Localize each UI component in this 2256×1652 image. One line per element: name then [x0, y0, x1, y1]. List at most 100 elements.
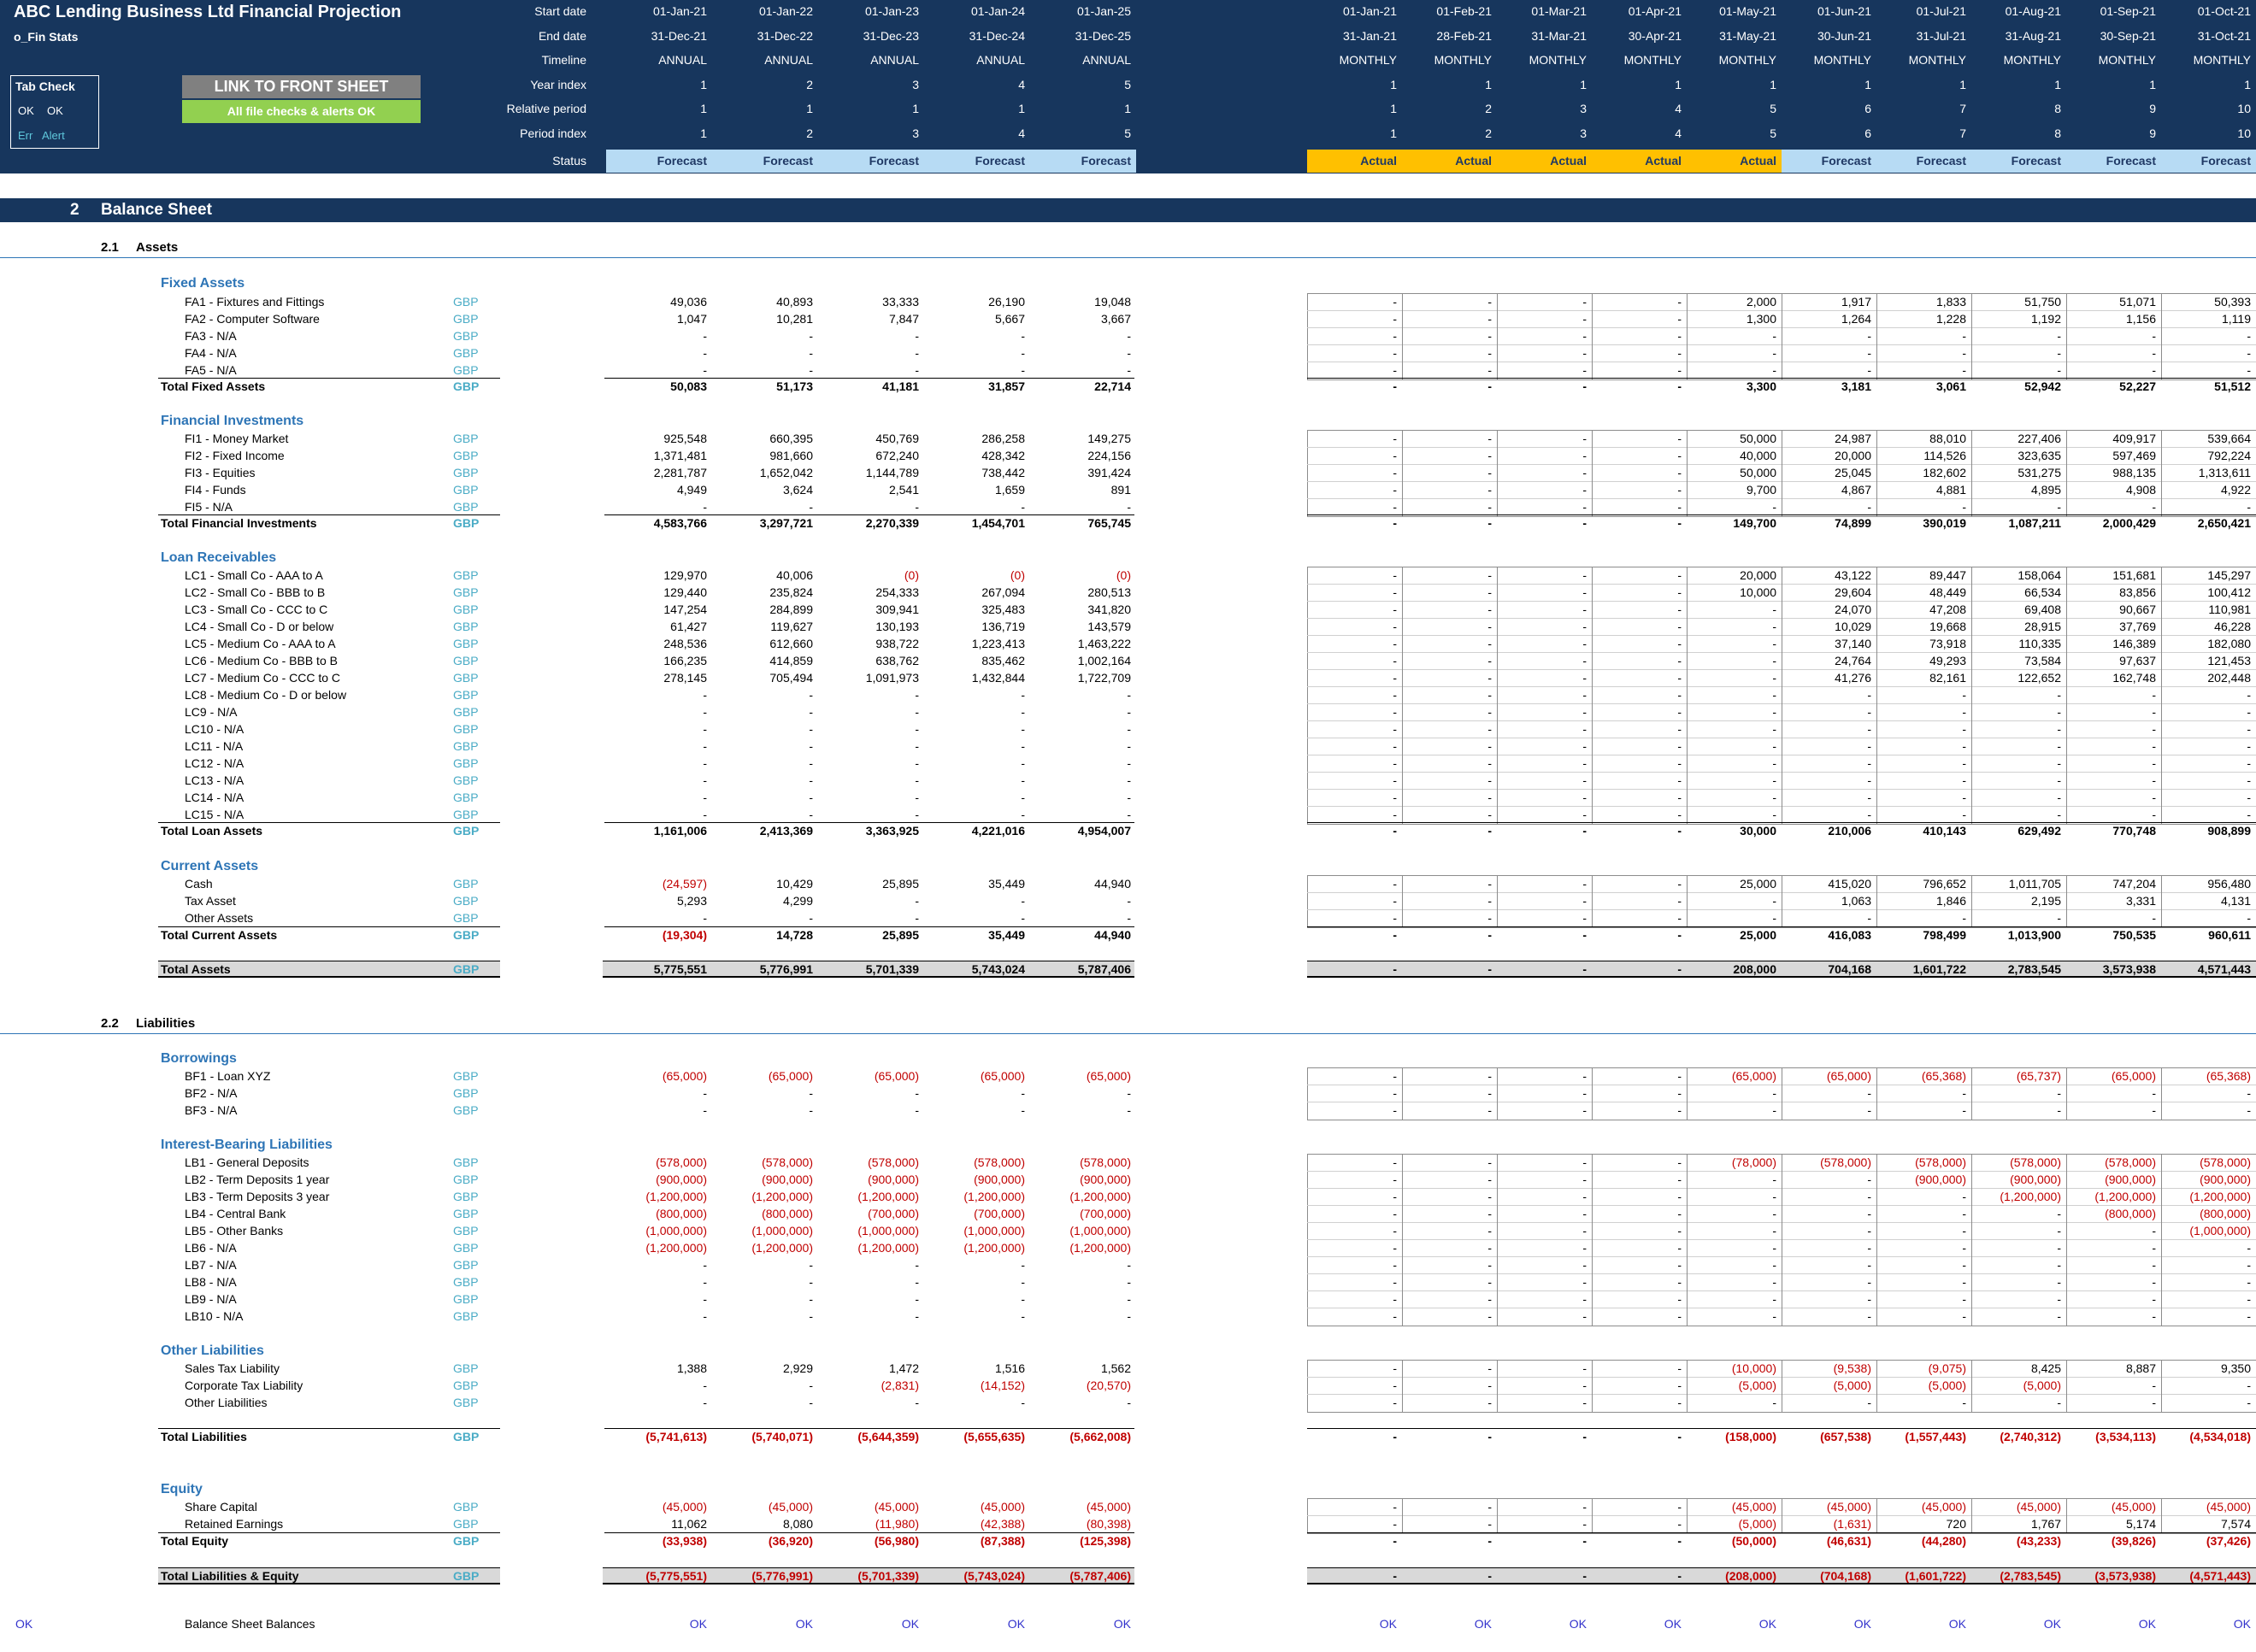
monthly-value: -: [1772, 1103, 1776, 1117]
annual-value: 2,413,369: [759, 824, 813, 838]
annual-value: -: [1021, 1275, 1025, 1289]
annual-value: 2,929: [782, 1361, 813, 1375]
monthly-value: 539,664: [2207, 432, 2251, 445]
monthly-value: -: [1677, 1534, 1682, 1548]
annual-timeline-cell: ANNUAL: [658, 53, 707, 67]
currency-unit: GBP: [453, 346, 479, 360]
monthly-value: -: [1393, 1241, 1397, 1255]
annual-value: -: [1021, 500, 1025, 514]
annual-value: 738,442: [981, 466, 1025, 479]
status-badge: Forecast: [2161, 150, 2256, 173]
annual-value: (5,644,359): [857, 1430, 919, 1443]
currency-unit: GBP: [453, 1224, 479, 1238]
row-label: LC8 - Medium Co - D or below: [185, 688, 347, 702]
annual-value: (125,398): [1080, 1534, 1131, 1548]
annual-value: -: [703, 756, 707, 770]
monthly-value: 83,856: [2119, 585, 2156, 599]
monthly-value: -: [1393, 620, 1397, 633]
annual-value: 1,454,701: [971, 516, 1025, 530]
annual-value: (0): [1116, 568, 1131, 582]
annual-value: (578,000): [762, 1155, 813, 1169]
monthly-value: -: [2057, 1207, 2061, 1220]
monthly-value: -: [1393, 1379, 1397, 1392]
monthly-value: -: [1962, 1190, 1966, 1203]
currency-unit: GBP: [453, 1173, 479, 1186]
monthly-value: (10,000): [1731, 1361, 1776, 1375]
monthly-value: -: [1867, 346, 1871, 360]
annual-value: -: [1021, 808, 1025, 821]
monthly-value: -: [1962, 808, 1966, 821]
monthly-value: 88,010: [1929, 432, 1966, 445]
monthly-timeline-cell: MONTHLY: [2003, 53, 2061, 67]
monthly-value: (578,000): [1915, 1155, 1966, 1169]
annual-value: 40,006: [776, 568, 813, 582]
monthly-value: -: [1582, 585, 1587, 599]
monthly-value: -: [2057, 1275, 2061, 1289]
monthly-value: -: [2152, 739, 2156, 753]
monthly-column-divider: [1497, 430, 1498, 517]
annual-value: 143,579: [1087, 620, 1131, 633]
monthly-value: -: [2152, 1103, 2156, 1117]
annual-value: -: [1127, 688, 1131, 702]
monthly-rel-cell: 8: [2054, 102, 2061, 115]
currency-unit: GBP: [453, 1069, 479, 1083]
monthly-value: -: [2152, 705, 2156, 719]
monthly-column-divider: [1402, 567, 1403, 825]
annual-value: 391,424: [1087, 466, 1131, 479]
monthly-value: 208,000: [1733, 962, 1776, 976]
row-label: Total Assets: [161, 962, 231, 976]
currency-unit: GBP: [453, 1500, 479, 1514]
annual-value: 891: [1110, 483, 1131, 497]
monthly-value: -: [1487, 500, 1492, 514]
monthly-value: (5,000): [1928, 1379, 1966, 1392]
monthly-column-divider: [1971, 1360, 1972, 1413]
annual-value: -: [1127, 1396, 1131, 1409]
check-ok-indicator: OK: [901, 1617, 919, 1631]
total-rule: [1028, 378, 1134, 379]
monthly-value: -: [1677, 1241, 1682, 1255]
monthly-column-divider: [1971, 430, 1972, 517]
link-to-front-sheet-button[interactable]: LINK TO FRONT SHEET: [182, 75, 421, 98]
monthly-value: -: [1867, 756, 1871, 770]
currency-unit: GBP: [453, 483, 479, 497]
monthly-value: 531,275: [2017, 466, 2061, 479]
currency-unit: GBP: [453, 688, 479, 702]
monthly-rel-cell: 7: [1959, 102, 1966, 115]
monthly-column-divider: [1876, 875, 1877, 928]
total-rule: [710, 926, 816, 927]
total-rule: [604, 378, 710, 379]
header-row-label: Relative period: [506, 102, 586, 115]
monthly-value: -: [1393, 1275, 1397, 1289]
monthly-value: -: [1487, 466, 1492, 479]
annual-value: (900,000): [656, 1173, 707, 1186]
annual-value: 286,258: [981, 432, 1025, 445]
annual-value: -: [703, 773, 707, 787]
group-header: Fixed Assets: [161, 276, 245, 291]
monthly-value: -: [1582, 1207, 1587, 1220]
monthly-value: -: [1393, 1069, 1397, 1083]
total-rule: [922, 926, 1028, 927]
monthly-value: -: [1582, 894, 1587, 908]
monthly-value: -: [2057, 500, 2061, 514]
monthly-value: -: [1677, 1275, 1682, 1289]
row-label: LC2 - Small Co - BBB to B: [185, 585, 326, 599]
row-label: BF3 - N/A: [185, 1103, 238, 1117]
monthly-value: 908,899: [2207, 824, 2251, 838]
grand-total-bar: [603, 961, 1134, 978]
monthly-value: -: [1772, 1190, 1776, 1203]
monthly-rel-cell: 10: [2237, 102, 2251, 115]
annual-value: (1,200,000): [857, 1241, 919, 1255]
annual-value: -: [915, 1275, 919, 1289]
annual-value: -: [703, 1292, 707, 1306]
monthly-value: -: [1677, 500, 1682, 514]
monthly-value: -: [1487, 432, 1492, 445]
monthly-value: -: [1487, 295, 1492, 309]
monthly-start-cell: 01-Apr-21: [1628, 4, 1682, 18]
annual-period-cell: 2: [806, 126, 813, 140]
annual-value: -: [1127, 722, 1131, 736]
monthly-value: -: [1487, 363, 1492, 377]
annual-end-cell: 31-Dec-23: [863, 29, 919, 43]
monthly-value: -: [1772, 1241, 1776, 1255]
monthly-value: -: [1772, 756, 1776, 770]
monthly-value: -: [1677, 346, 1682, 360]
